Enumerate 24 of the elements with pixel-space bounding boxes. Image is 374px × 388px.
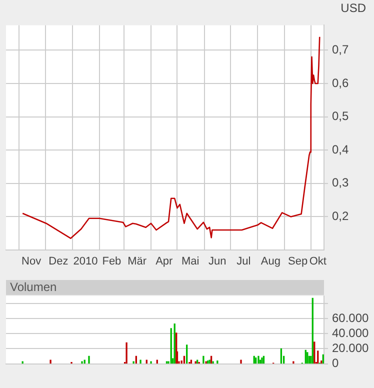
x-tick-label: Okt xyxy=(309,256,326,268)
y-axis-title: USD xyxy=(340,1,366,15)
y-tick-label: 0,3 xyxy=(332,176,350,190)
x-tick-label: Apr xyxy=(156,256,174,268)
x-tick-label: Jul xyxy=(236,256,251,268)
x-tick-label: 2010 xyxy=(73,256,98,268)
x-tick-label: Dez xyxy=(48,256,68,268)
y-tick-label: 20.000 xyxy=(332,341,370,356)
y-tick-label: 0,6 xyxy=(332,76,350,90)
y-tick-label: 40.000 xyxy=(332,326,370,340)
x-tick-label: Mai xyxy=(181,256,200,268)
x-tick-label: Feb xyxy=(102,256,122,268)
x-tick-label: Jun xyxy=(208,256,226,268)
y-tick-label: 0,4 xyxy=(332,142,350,156)
y-tick-label: 0,2 xyxy=(332,209,350,224)
y-tick-label: 0 xyxy=(332,356,339,370)
x-tick-label: Mär xyxy=(128,256,147,268)
x-tick-label: Sep xyxy=(288,256,308,268)
y-tick-label: 0,7 xyxy=(332,42,350,56)
chart-title: Volumen xyxy=(6,280,324,295)
x-tick-label: Nov xyxy=(22,256,42,268)
x-tick-label: Aug xyxy=(260,256,280,268)
y-tick-label: 60.000 xyxy=(332,310,370,325)
y-tick-label: 0,5 xyxy=(332,109,350,124)
